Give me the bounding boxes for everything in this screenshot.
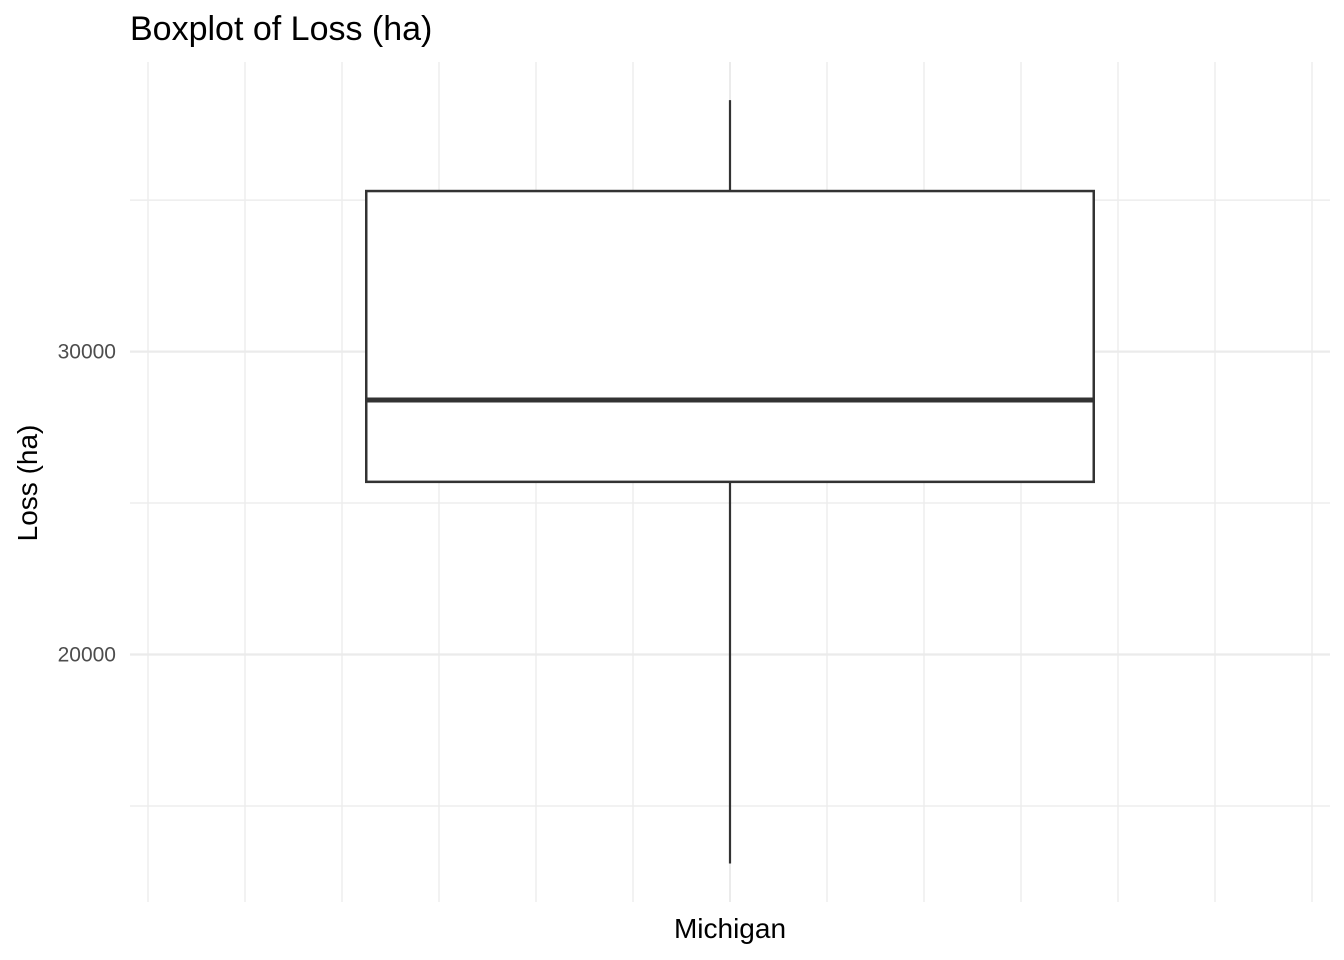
x-axis-categories: Michigan xyxy=(674,913,786,944)
y-axis-title: Loss (ha) xyxy=(12,425,43,542)
chart-title: Boxplot of Loss (ha) xyxy=(130,10,432,48)
x-category-label: Michigan xyxy=(674,913,786,944)
box-iqr xyxy=(365,189,1095,484)
y-tick-label: 20000 xyxy=(58,644,116,667)
y-tick-label: 30000 xyxy=(58,341,116,364)
plot-marks xyxy=(365,100,1095,864)
y-axis-ticks: 20000 30000 xyxy=(58,341,116,667)
